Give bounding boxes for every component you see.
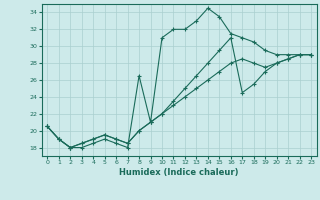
X-axis label: Humidex (Indice chaleur): Humidex (Indice chaleur) bbox=[119, 168, 239, 177]
